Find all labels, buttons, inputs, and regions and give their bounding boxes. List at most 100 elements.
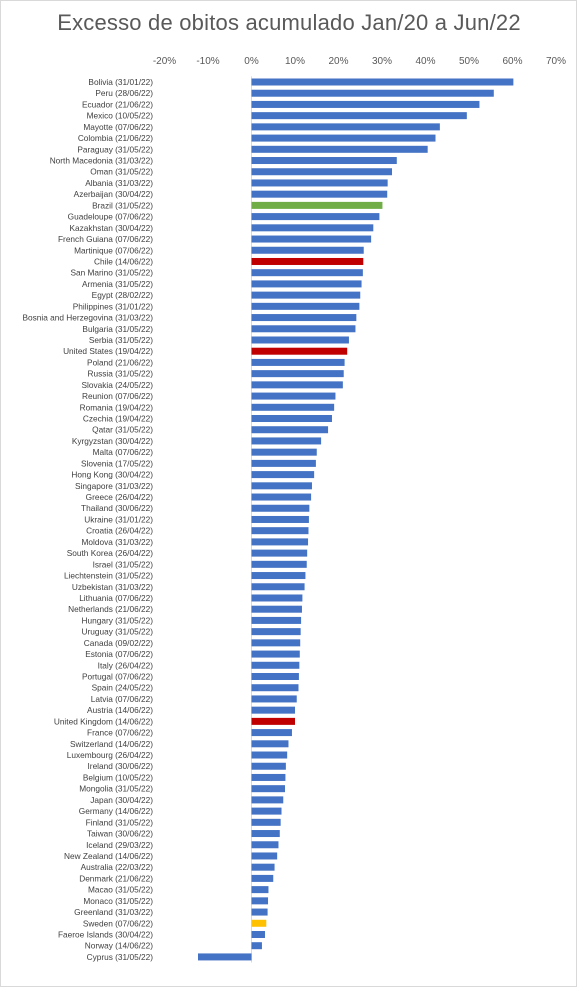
category-label: French Guiana (07/06/22): [58, 234, 153, 244]
x-tick-label: 60%: [502, 56, 522, 67]
category-label: Hong Kong (30/04/22): [71, 470, 153, 480]
bar: [251, 201, 383, 209]
category-label: Martinique (07/06/22): [74, 245, 153, 255]
bar: [251, 370, 344, 378]
bars: [197, 78, 514, 961]
bar: [251, 818, 281, 826]
category-labels: Bolivia (31/01/22)Peru (28/06/22)Ecuador…: [22, 77, 153, 962]
bar: [251, 762, 286, 770]
bar: [251, 471, 315, 479]
category-label: Ecuador (21/06/22): [82, 99, 153, 109]
bar: [251, 426, 329, 434]
bar: [251, 852, 278, 860]
bar: [251, 358, 345, 366]
bar: [251, 919, 267, 927]
bar: [251, 863, 275, 871]
category-label: Oman (31/05/22): [90, 167, 153, 177]
category-label: Croatia (26/04/22): [86, 526, 153, 536]
category-label: Monaco (31/05/22): [83, 896, 153, 906]
category-label: Egypt (28/02/22): [92, 290, 154, 300]
bar: [251, 830, 280, 838]
bar: [251, 740, 289, 748]
x-tick-label: -10%: [196, 56, 219, 67]
category-label: North Macedonia (31/03/22): [50, 156, 154, 166]
bar: [251, 930, 265, 938]
category-label: Liechtenstein (31/05/22): [64, 571, 153, 581]
category-label: Kyrgyzstan (30/04/22): [72, 436, 153, 446]
x-tick-label: 30%: [372, 56, 392, 67]
bar: [251, 145, 428, 153]
category-label: Thailand (30/06/22): [81, 503, 153, 513]
bar: [251, 661, 300, 669]
category-label: Austria (14/06/22): [87, 705, 153, 715]
bar: [251, 616, 302, 624]
category-label: Denmark (21/06/22): [79, 873, 153, 883]
category-label: Macao (31/05/22): [88, 885, 153, 895]
category-label: Canada (09/02/22): [84, 638, 153, 648]
category-label: Poland (21/06/22): [87, 357, 153, 367]
bar: [251, 280, 362, 288]
x-tick-label: 0%: [244, 56, 259, 67]
category-label: San Marino (31/05/22): [70, 268, 153, 278]
category-label: Uzbekistan (31/03/22): [72, 582, 153, 592]
category-label: Qatar (31/05/22): [92, 425, 153, 435]
bar: [251, 78, 514, 86]
bar: [251, 785, 285, 793]
chart-title: Excesso de obitos acumulado Jan/20 a Jun…: [57, 10, 521, 35]
category-label: France (07/06/22): [87, 728, 153, 738]
category-label: Serbia (31/05/22): [89, 335, 153, 345]
category-label: Germany (14/06/22): [79, 806, 153, 816]
bar: [251, 841, 279, 849]
bar: [251, 538, 309, 546]
category-label: Malta (07/06/22): [93, 447, 154, 457]
x-axis-ticks: -20% -10% 0% 10% 20% 30% 40% 50% 60% 70%: [153, 56, 566, 67]
bar: [251, 684, 299, 692]
category-label: Paraguay (31/05/22): [77, 144, 153, 154]
category-label: Spain (24/05/22): [92, 683, 154, 693]
bar: [251, 347, 348, 355]
bar: [251, 751, 288, 759]
category-label: Taiwan (30/06/22): [87, 829, 153, 839]
bar: [251, 224, 374, 232]
bar: [251, 257, 364, 265]
category-label: Slovakia (24/05/22): [82, 380, 154, 390]
bar: [251, 381, 343, 389]
bar: [251, 897, 269, 905]
category-label: Philippines (31/01/22): [73, 301, 153, 311]
category-label: Guadeloupe (07/06/22): [68, 212, 154, 222]
bar: [251, 639, 301, 647]
bar: [251, 874, 274, 882]
bar: [251, 605, 302, 613]
bar: [251, 134, 436, 142]
bar: [197, 953, 252, 961]
category-label: Sweden (07/06/22): [83, 918, 153, 928]
bar: [251, 729, 292, 737]
bar: [251, 459, 316, 467]
category-label: Portugal (07/06/22): [82, 672, 153, 682]
category-label: Switzerland (14/06/22): [70, 739, 153, 749]
bar: [251, 190, 388, 198]
category-label: Azerbaijan (30/04/22): [74, 189, 154, 199]
category-label: Netherlands (21/06/22): [68, 604, 153, 614]
bar: [251, 886, 269, 894]
bar: [251, 482, 312, 490]
bar: [251, 650, 300, 658]
x-tick-label: 50%: [459, 56, 479, 67]
category-label: Ireland (30/06/22): [88, 761, 154, 771]
bar: [251, 572, 306, 580]
bar: [251, 325, 356, 333]
category-label: Brazil (31/05/22): [92, 200, 153, 210]
category-label: Norway (14/06/22): [85, 941, 153, 951]
bar: [251, 403, 335, 411]
x-tick-label: -20%: [153, 56, 176, 67]
category-label: Greenland (31/03/22): [74, 907, 153, 917]
bar: [251, 583, 305, 591]
category-label: Faeroe Islands (30/04/22): [58, 929, 153, 939]
category-label: South Korea (26/04/22): [67, 548, 153, 558]
category-label: Israel (31/05/22): [93, 559, 154, 569]
category-label: Lithuania (07/06/22): [79, 593, 153, 603]
category-label: Bulgaria (31/05/22): [82, 324, 153, 334]
category-label: Kazakhstan (30/04/22): [70, 223, 154, 233]
